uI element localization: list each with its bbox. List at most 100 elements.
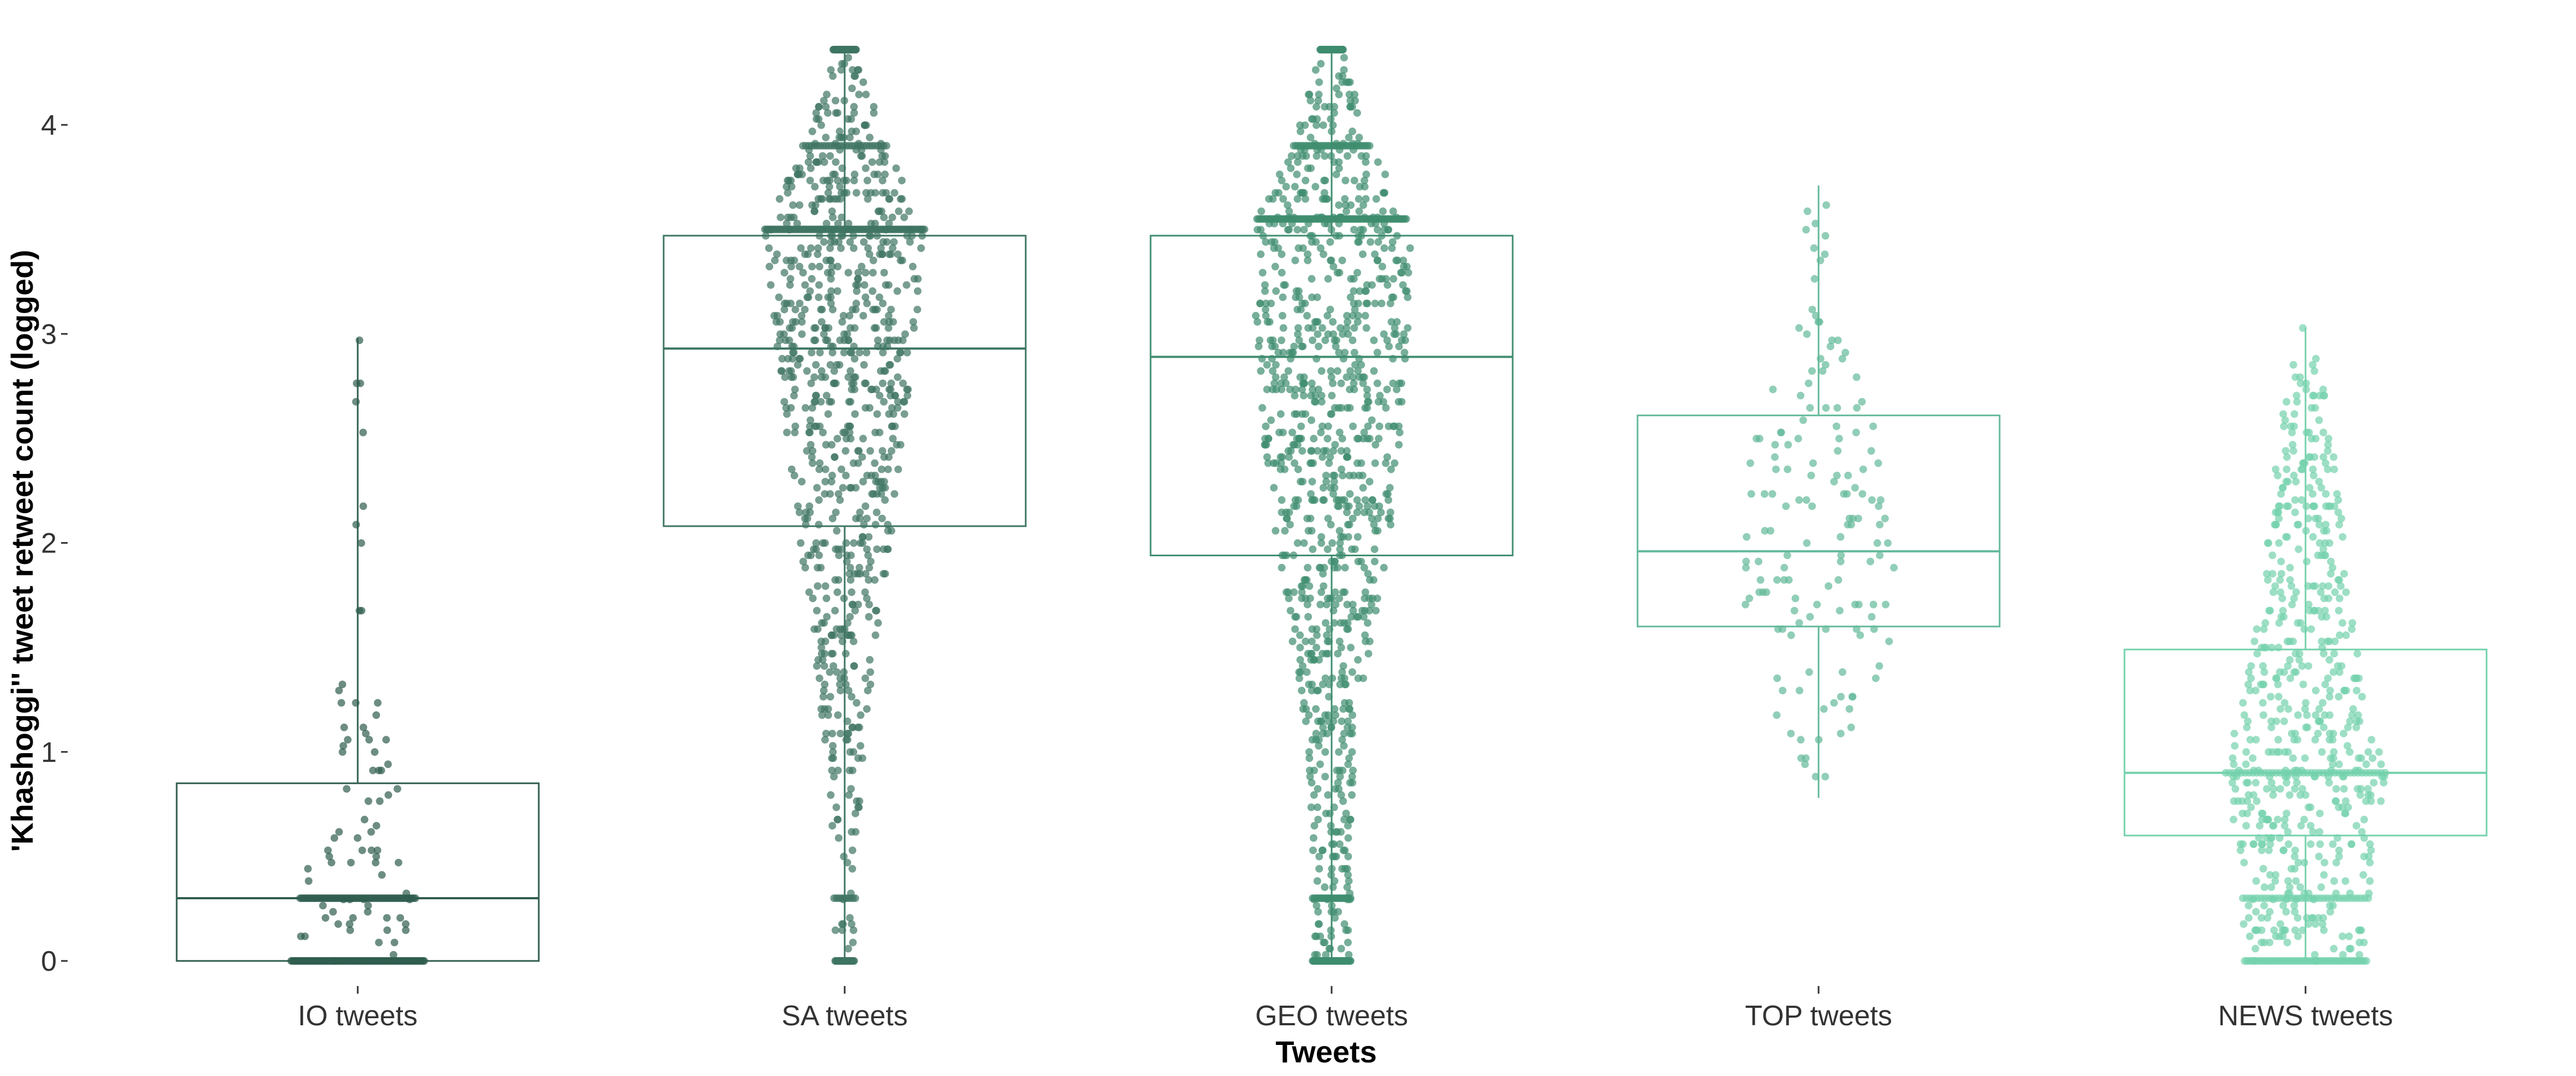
data-dot bbox=[1307, 514, 1315, 522]
data-dot bbox=[2340, 785, 2348, 793]
data-dot bbox=[821, 736, 829, 744]
data-dot bbox=[2309, 392, 2317, 400]
data-dot bbox=[850, 539, 858, 547]
data-dot bbox=[1284, 158, 1292, 166]
data-dot bbox=[1359, 613, 1368, 621]
data-dot bbox=[2242, 748, 2250, 756]
data-dot bbox=[842, 736, 850, 744]
data-dot bbox=[1300, 226, 1308, 234]
data-dot bbox=[2246, 687, 2254, 695]
data-dot bbox=[2292, 478, 2300, 486]
data-dot bbox=[1313, 631, 1321, 639]
data-dot bbox=[1332, 85, 1340, 92]
data-dot bbox=[2273, 815, 2282, 823]
data-dot bbox=[1803, 207, 1811, 215]
data-dot bbox=[1265, 219, 1273, 227]
data-dot bbox=[1876, 521, 1884, 528]
data-dot bbox=[1837, 557, 1845, 566]
data-dot bbox=[2298, 785, 2307, 793]
data-dot bbox=[1834, 576, 1843, 584]
data-dot bbox=[1364, 570, 1372, 578]
data-dot bbox=[854, 140, 863, 148]
data-dot bbox=[1803, 330, 1811, 338]
data-dot bbox=[832, 545, 840, 554]
data-dot bbox=[2334, 508, 2343, 516]
data-dot bbox=[1337, 324, 1345, 332]
data-dot bbox=[1343, 373, 1351, 381]
data-dot bbox=[885, 219, 893, 227]
data-dot bbox=[1874, 459, 1882, 467]
data-dot bbox=[1320, 447, 1328, 455]
data-dot bbox=[1380, 330, 1388, 338]
data-dot bbox=[2335, 846, 2343, 855]
data-dot bbox=[1353, 435, 1361, 443]
data-dot bbox=[1385, 422, 1393, 430]
data-dot bbox=[1393, 318, 1401, 326]
data-dot bbox=[1395, 342, 1403, 351]
data-dot bbox=[1341, 177, 1350, 184]
data-dot bbox=[1281, 281, 1289, 289]
data-dot bbox=[869, 256, 877, 265]
data-dot bbox=[1334, 404, 1343, 412]
data-dot bbox=[878, 514, 886, 522]
data-dot bbox=[852, 281, 860, 289]
data-dot bbox=[2238, 809, 2247, 817]
data-dot bbox=[765, 244, 773, 252]
data-dot bbox=[1387, 318, 1395, 326]
data-dot bbox=[1319, 422, 1326, 430]
data-dot bbox=[813, 484, 821, 492]
data-dot bbox=[828, 262, 836, 270]
data-dot bbox=[2277, 570, 2285, 578]
data-dot bbox=[1822, 201, 1831, 209]
data-dot bbox=[809, 594, 817, 603]
data-dot bbox=[1299, 379, 1307, 387]
data-dot bbox=[831, 140, 839, 148]
data-dot bbox=[1334, 907, 1343, 916]
data-dot bbox=[2288, 429, 2296, 436]
data-dot bbox=[1344, 619, 1352, 627]
data-dot bbox=[1275, 170, 1284, 178]
data-dot bbox=[1768, 490, 1777, 498]
data-dot bbox=[880, 398, 888, 406]
data-dot bbox=[1838, 668, 1846, 676]
data-dot bbox=[776, 330, 784, 338]
data-dot bbox=[1296, 631, 1304, 639]
data-dot bbox=[2348, 711, 2356, 719]
data-dot bbox=[815, 551, 823, 560]
data-dot bbox=[2290, 471, 2298, 479]
data-dot bbox=[2333, 490, 2341, 498]
data-dot bbox=[1363, 435, 1371, 443]
data-dot bbox=[767, 281, 775, 289]
data-dot bbox=[1298, 386, 1306, 394]
data-dot bbox=[1363, 386, 1371, 394]
data-dot bbox=[2314, 717, 2322, 725]
data-dot bbox=[1390, 330, 1398, 338]
data-dot bbox=[1300, 373, 1308, 381]
data-dot bbox=[1297, 422, 1305, 430]
data-dot bbox=[1282, 183, 1290, 191]
data-dot bbox=[812, 361, 820, 369]
data-dot bbox=[2315, 539, 2324, 547]
data-dot bbox=[854, 723, 862, 731]
data-dot bbox=[1261, 287, 1269, 295]
data-dot bbox=[1257, 226, 1265, 234]
data-dot bbox=[1308, 447, 1316, 455]
data-dot bbox=[865, 563, 874, 572]
data-dot bbox=[2309, 502, 2318, 510]
data-dot bbox=[1298, 588, 1306, 596]
data-dot bbox=[1368, 514, 1376, 522]
data-dot bbox=[1388, 238, 1397, 246]
data-dot bbox=[1344, 926, 1352, 934]
data-dot bbox=[1802, 226, 1810, 234]
data-dot bbox=[1348, 545, 1356, 554]
data-dot bbox=[851, 354, 859, 363]
data-dot bbox=[802, 521, 810, 528]
data-dot bbox=[1272, 527, 1280, 535]
data-dot bbox=[817, 318, 826, 326]
data-dot bbox=[2301, 754, 2309, 762]
data-dot bbox=[1337, 945, 1345, 953]
data-dot bbox=[1271, 379, 1278, 387]
data-dot bbox=[860, 379, 869, 387]
data-dot bbox=[845, 311, 853, 320]
data-dot bbox=[1309, 386, 1316, 394]
